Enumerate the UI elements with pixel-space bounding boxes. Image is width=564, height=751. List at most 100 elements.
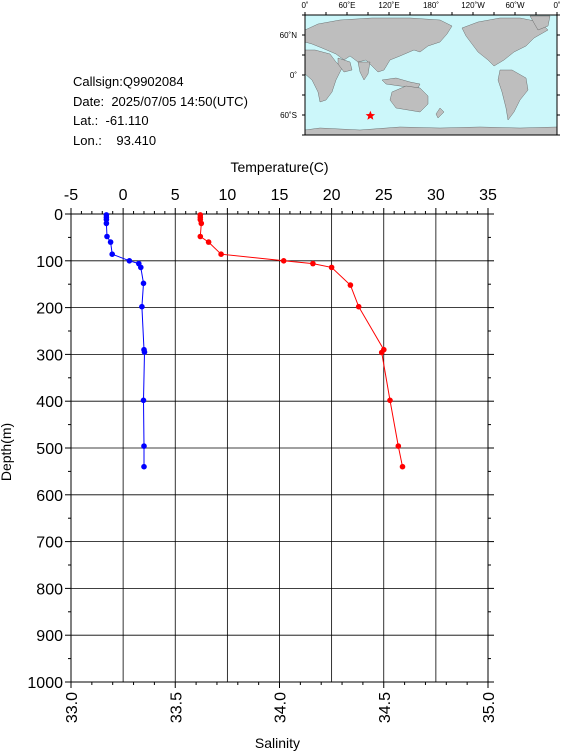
- callsign-row: Callsign:Q9902084: [73, 72, 248, 92]
- depth-tick-label: 500: [36, 441, 63, 458]
- temperature-tick-label: 35: [479, 187, 497, 204]
- temperature-data-point: [103, 214, 110, 221]
- date-value: 2025/07/05 14:50(UTC): [111, 93, 248, 109]
- salinity-data-point: [328, 264, 335, 271]
- salinity-data-point: [310, 260, 316, 267]
- depth-tick-label: 300: [36, 347, 63, 364]
- salinity-data-point: [197, 214, 204, 221]
- map-lat-label: 60˚N: [280, 31, 298, 40]
- date-label: Date:: [73, 93, 105, 109]
- temperature-tick-label: 5: [171, 187, 180, 204]
- salinity-tick-label: 33.0: [64, 692, 81, 723]
- temperature-tick-label: 10: [218, 187, 236, 204]
- chart-grid: [70, 213, 489, 683]
- temperature-profile-line: [105, 214, 146, 467]
- depth-tick-label: 400: [36, 394, 63, 411]
- map-lon-label: 180˚: [423, 1, 439, 10]
- temperature-data-point: [141, 443, 147, 449]
- salinity-tick-label: 34.0: [273, 692, 290, 723]
- salinity-data-point: [198, 220, 205, 227]
- land-south-america: [497, 69, 529, 121]
- station-info: Callsign:Q9902084 Date: 2025/07/05 14:50…: [73, 72, 248, 150]
- depth-tick-label: 700: [36, 535, 63, 552]
- depth-tick-label: 200: [36, 301, 63, 318]
- land-north-america: [461, 17, 549, 67]
- salinity-tick-label: 35.0: [481, 692, 498, 723]
- land-indonesia: [381, 77, 421, 89]
- land-greenland: [529, 15, 551, 31]
- date-row: Date: 2025/07/05 14:50(UTC): [73, 92, 248, 112]
- callsign-label: Callsign:: [73, 74, 123, 89]
- callsign-value: Q9902084: [122, 74, 184, 89]
- map-lon-label: 60˚E: [339, 1, 356, 10]
- salinity-data-point: [355, 303, 362, 310]
- star-icon: [365, 110, 376, 120]
- temperature-data-point: [141, 463, 147, 470]
- temperature-data-point: [107, 239, 114, 245]
- map-lon-label: 120˚E: [378, 1, 399, 10]
- location-map: 0˚ 60˚E 120˚E 180˚ 120˚W 60˚W 0˚ 60˚N 0˚ 60˚S: [280, 1, 561, 136]
- salinity-data-point: [218, 251, 224, 257]
- salinity-data-point: [381, 346, 387, 353]
- salinity-data-point: [399, 463, 406, 470]
- depth-tick-label: 1000: [27, 675, 63, 692]
- temperature-tick-label: 30: [427, 187, 445, 204]
- temperature-data-point: [103, 216, 110, 223]
- salinity-data-point: [280, 258, 287, 264]
- land-africa: [304, 49, 343, 103]
- map-latitude-labels: 60˚N 0˚ 60˚S: [280, 31, 298, 120]
- temperature-tick-labels: -5 0 5 10 15 20 25 30 35: [64, 187, 497, 204]
- temperature-data-point: [140, 280, 147, 287]
- temperature-data-point: [138, 264, 144, 271]
- depth-axis-label: Depth(m): [0, 423, 14, 481]
- map-lon-label: 60˚W: [505, 1, 525, 10]
- salinity-tick-label: 34.5: [377, 692, 394, 723]
- plot-frame: [70, 213, 489, 683]
- series-layer: [103, 212, 406, 470]
- map-lon-label: 0˚: [301, 1, 308, 10]
- temperature-tick-label: -5: [64, 187, 78, 204]
- map-frame: [302, 12, 560, 136]
- salinity-profile-line: [199, 214, 403, 467]
- temperature-data-point: [126, 258, 133, 264]
- salinity-data-point: [197, 233, 204, 240]
- temperature-data-point: [139, 303, 145, 310]
- minor-ticks: [65, 208, 494, 688]
- lat-row: Lat.: -61.110: [73, 111, 248, 131]
- salinity-data-point: [197, 216, 204, 223]
- lon-row: Lon.: 93.410: [73, 131, 248, 151]
- temperature-data-point: [141, 349, 148, 355]
- salinity-data-point: [197, 212, 204, 218]
- salinity-tick-label: 33.5: [168, 692, 185, 723]
- lat-label: Lat.:: [73, 113, 99, 128]
- salinity-tick-labels: 33.0 33.5 34.0 34.5 35.0: [64, 692, 498, 723]
- temperature-data-point: [109, 251, 115, 257]
- temperature-data-point: [103, 212, 110, 218]
- depth-tick-labels: 0 100 200 300 400 500 600 700 800 900 1000: [27, 207, 63, 692]
- salinity-data-point: [378, 349, 385, 356]
- map-lon-label: 120˚W: [461, 1, 485, 10]
- salinity-data-point: [395, 443, 402, 449]
- temperature-data-point: [136, 260, 142, 267]
- map-land: [304, 15, 558, 136]
- salinity-data-point: [205, 239, 212, 245]
- map-lat-label: 0˚: [290, 71, 297, 80]
- salinity-data-point: [387, 397, 393, 404]
- temperature-tick-label: 15: [271, 187, 289, 204]
- temperature-tick-label: 0: [119, 187, 128, 204]
- depth-tick-label: 600: [36, 488, 63, 505]
- land-arabia: [337, 57, 353, 73]
- depth-tick-label: 100: [36, 254, 63, 271]
- depth-tick-label: 900: [36, 628, 63, 645]
- temperature-data-point: [140, 397, 147, 404]
- temperature-axis-label: Temperature(C): [230, 159, 328, 175]
- land-india: [357, 61, 371, 81]
- lat-value: -61.110: [105, 113, 149, 128]
- depth-tick-label: 0: [54, 207, 63, 224]
- temperature-tick-label: 25: [375, 187, 393, 204]
- temperature-data-point: [104, 233, 110, 240]
- land-new-zealand: [435, 107, 445, 119]
- map-lat-label: 60˚S: [280, 111, 297, 120]
- temperature-data-point: [141, 346, 147, 353]
- temperature-data-point: [103, 220, 110, 227]
